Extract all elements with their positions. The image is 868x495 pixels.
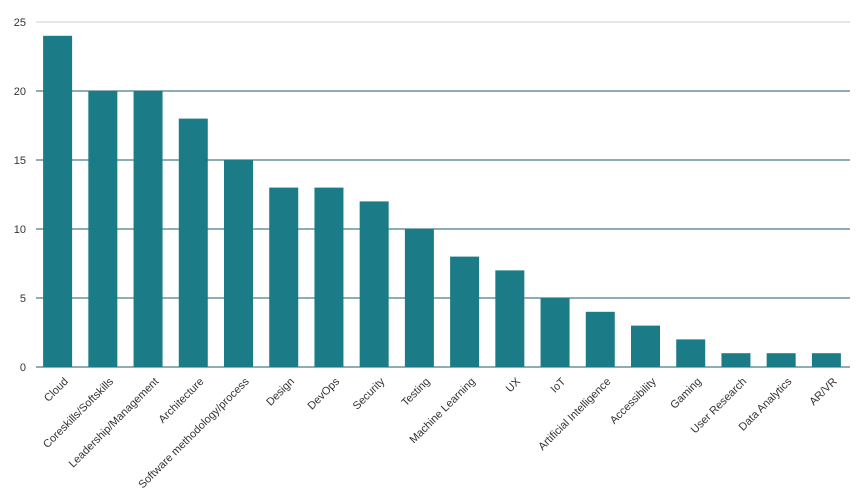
y-tick-label: 0: [20, 362, 26, 374]
bar-architecture: [178, 118, 208, 367]
bar-accessibility: [631, 325, 660, 367]
gridlines: [36, 21, 850, 368]
y-axis-ticks: 0 5 10 15 20 25: [14, 17, 26, 374]
x-tick-label: IoT: [549, 376, 569, 396]
bar-machine-learning: [450, 256, 480, 367]
bar-artificial-intelligence: [585, 311, 615, 367]
x-tick-label: Gaming: [668, 376, 704, 412]
bar-leadership-management: [133, 91, 163, 367]
x-tick-label: DevOps: [306, 375, 343, 412]
x-tick-label: Design: [264, 376, 297, 409]
x-tick-label: Leadership/Management: [67, 376, 162, 471]
bar-software-methodology-process: [224, 160, 253, 367]
y-tick-label: 20: [14, 86, 26, 98]
bar-ar-vr: [811, 353, 841, 367]
y-tick-label: 25: [14, 17, 26, 29]
bar-gaming: [676, 339, 706, 367]
y-tick-label: 15: [14, 155, 26, 167]
x-tick-label: Accessibility: [608, 375, 659, 426]
bar-iot: [540, 298, 570, 367]
bar-cloud: [43, 35, 73, 368]
bar-devops: [314, 187, 344, 367]
x-tick-label: Security: [351, 375, 388, 412]
x-tick-label: AR/VR: [807, 376, 839, 408]
y-tick-label: 10: [14, 224, 26, 236]
bar-data-analytics: [766, 353, 796, 367]
x-tick-label: Testing: [399, 376, 432, 409]
x-tick-label: Cloud: [42, 376, 71, 405]
bar-ux: [495, 270, 525, 367]
bars: [43, 35, 841, 368]
x-tick-label: Architecture: [156, 376, 206, 426]
y-tick-label: 5: [20, 293, 26, 305]
bar-coreskills-softskills: [88, 91, 118, 367]
bar-user-research: [721, 353, 751, 367]
bar-design: [269, 187, 299, 367]
bar-testing: [404, 229, 434, 367]
x-tick-label: UX: [504, 375, 524, 395]
bar-security: [359, 201, 389, 367]
x-axis-labels: CloudCoreskills/SoftskillsLeadership/Man…: [41, 375, 840, 491]
